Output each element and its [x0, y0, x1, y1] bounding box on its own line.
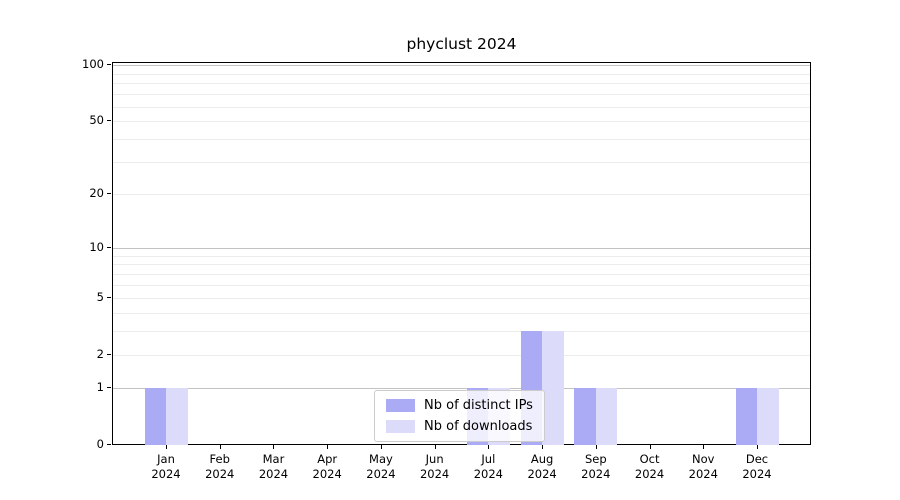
- x-tick-label-aug: Aug 2024: [527, 452, 557, 481]
- y-tick-label: 50: [89, 113, 104, 128]
- x-tick-label-nov: Nov 2024: [688, 452, 718, 481]
- x-tick-label-oct: Oct 2024: [634, 452, 665, 481]
- minor-gridline: [113, 94, 810, 96]
- y-tick-mark: [107, 353, 111, 355]
- y-tick-mark: [107, 193, 111, 195]
- major-gridline: [113, 247, 810, 249]
- legend-item-downloads: Nb of downloads: [386, 419, 533, 434]
- minor-gridline: [113, 284, 810, 286]
- minor-gridline: [113, 312, 810, 314]
- minor-gridline: [113, 121, 810, 123]
- bar-distinct-ips-dec: [735, 387, 757, 445]
- y-tick-mark: [107, 386, 111, 388]
- x-tick-mark: [273, 445, 275, 449]
- x-tick-mark: [380, 445, 382, 449]
- x-tick-label-sep: Sep 2024: [581, 452, 611, 481]
- x-tick-label-jun: Jun 2024: [419, 452, 450, 481]
- minor-gridline: [113, 264, 810, 266]
- minor-gridline: [113, 139, 810, 141]
- x-tick-label-dec: Dec 2024: [742, 452, 772, 481]
- minor-gridline: [113, 106, 810, 108]
- minor-gridline: [113, 354, 810, 356]
- y-tick-mark: [107, 120, 111, 122]
- x-tick-mark: [757, 445, 758, 449]
- y-tick-mark: [107, 246, 111, 248]
- bar-distinct-ips-jan: [144, 387, 166, 445]
- x-tick-mark: [327, 445, 329, 449]
- x-tick-label-feb: Feb 2024: [205, 452, 235, 481]
- x-tick-mark: [488, 445, 490, 449]
- minor-gridline: [113, 83, 810, 85]
- bar-downloads-aug: [542, 330, 564, 445]
- y-tick-label: 1: [96, 379, 104, 394]
- minor-gridline: [113, 194, 810, 196]
- legend-swatch-distinct-ips: [386, 399, 415, 412]
- y-tick-label: 0: [96, 437, 104, 451]
- y-tick-label: 20: [89, 186, 104, 201]
- x-tick-label-mar: Mar 2024: [258, 452, 289, 481]
- x-tick-label-apr: Apr 2024: [312, 452, 342, 481]
- x-tick-mark: [703, 445, 705, 449]
- legend-label-distinct-ips: Nb of distinct IPs: [424, 398, 533, 413]
- x-tick-mark: [434, 445, 436, 449]
- x-tick-mark: [649, 445, 651, 449]
- y-tick-label: 10: [89, 239, 104, 254]
- legend: Nb of distinct IPs Nb of downloads: [374, 390, 545, 442]
- y-tick-label: 2: [96, 346, 104, 361]
- minor-gridline: [113, 73, 810, 75]
- x-tick-label-may: May 2024: [366, 452, 396, 481]
- y-tick-mark: [107, 64, 111, 66]
- bar-distinct-ips-sep: [574, 387, 596, 445]
- y-tick-mark: [107, 444, 111, 445]
- plot-area: Nb of distinct IPs Nb of downloads: [112, 62, 811, 445]
- legend-label-downloads: Nb of downloads: [424, 419, 533, 434]
- bar-downloads-dec: [757, 387, 779, 445]
- minor-gridline: [113, 330, 810, 332]
- major-gridline: [113, 65, 810, 67]
- y-tick-label: 5: [96, 289, 104, 304]
- bar-downloads-sep: [595, 387, 618, 445]
- chart-title: phyclust 2024: [406, 35, 517, 53]
- y-tick-mark: [107, 296, 111, 298]
- legend-swatch-downloads: [386, 420, 415, 433]
- x-tick-label-jul: Jul 2024: [473, 452, 503, 481]
- legend-item-distinct-ips: Nb of distinct IPs: [386, 398, 533, 413]
- x-tick-mark: [595, 445, 597, 449]
- minor-gridline: [113, 297, 810, 299]
- minor-gridline: [113, 162, 810, 164]
- x-tick-mark: [542, 445, 544, 449]
- bar-downloads-jan: [166, 387, 188, 445]
- x-tick-label-jan: Jan 2024: [151, 452, 181, 481]
- minor-gridline: [113, 255, 810, 257]
- x-tick-mark: [166, 445, 167, 449]
- minor-gridline: [113, 273, 810, 275]
- x-tick-mark: [219, 445, 221, 449]
- major-gridline: [113, 387, 810, 389]
- y-tick-label: 100: [82, 57, 104, 72]
